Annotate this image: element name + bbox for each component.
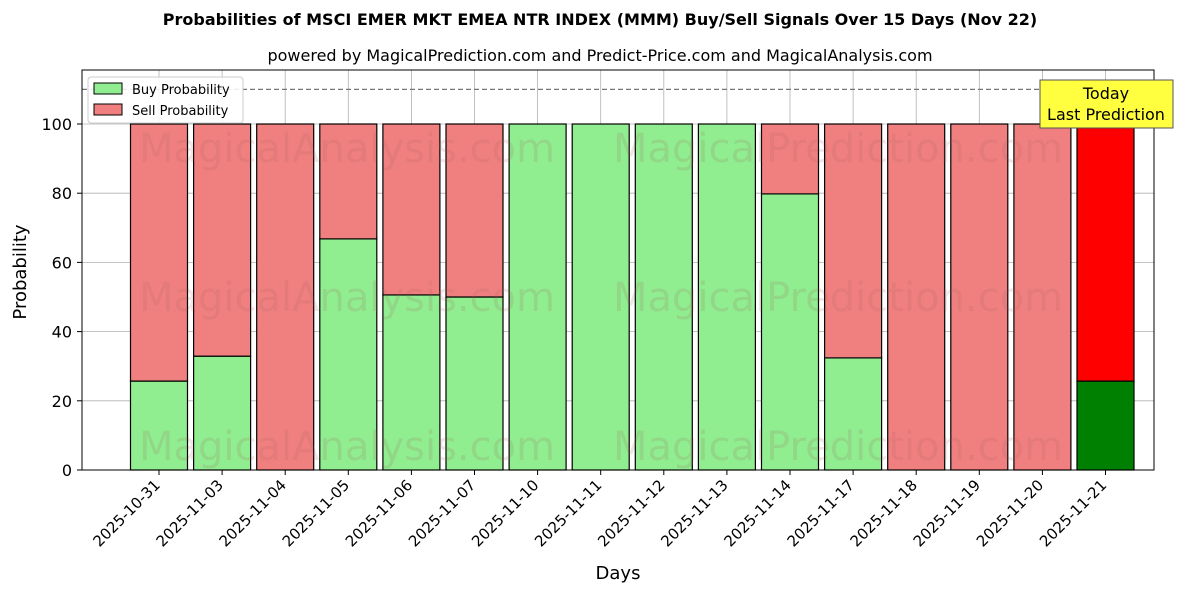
plot-frame: [81, 69, 1155, 471]
bar-sell: [129, 123, 189, 382]
bar-buy: [697, 123, 757, 471]
y-tick-label: 0: [62, 461, 72, 480]
legend-swatch-buy: [93, 82, 123, 95]
watermark: MagicalPrediction.com: [613, 424, 1063, 470]
x-tick-label: 2025-11-10: [468, 476, 542, 550]
x-tick-label: 2025-11-13: [657, 476, 731, 550]
x-tick-label: 2025-11-07: [405, 476, 479, 550]
y-tick-label: 40: [52, 323, 72, 342]
bar-sell: [193, 123, 252, 357]
x-axis-label: Days: [595, 563, 641, 584]
watermark: MagicalAnalysis.com: [139, 424, 555, 470]
bar-sell: [319, 123, 378, 240]
bar-buy: [445, 296, 504, 471]
x-tick-label: 2025-10-31: [89, 476, 163, 550]
y-axis-label-text: Probability: [10, 224, 31, 320]
annotation-line2: Last Prediction: [1047, 105, 1165, 124]
bar-buy: [382, 294, 441, 471]
bar-buy: [823, 357, 883, 471]
watermark: MagicalAnalysis.com: [139, 126, 555, 172]
bar-buy: [634, 123, 693, 471]
bar-sell: [950, 123, 1009, 471]
y-tick-label: 60: [52, 253, 72, 272]
legend-label-buy: Buy Probability: [132, 83, 230, 98]
bar-sell: [823, 123, 883, 359]
bar-buy: [1076, 380, 1135, 471]
y-tick-label: 80: [52, 184, 72, 203]
bar-sell: [382, 123, 441, 296]
watermark: MagicalAnalysis.com: [139, 275, 555, 321]
x-tick-label: 2025-11-21: [1036, 476, 1110, 550]
x-tick-label: 2025-11-04: [216, 476, 290, 550]
legend-label-sell: Sell Probability: [132, 104, 229, 119]
legend-box: [87, 76, 244, 124]
annotation-line1: Today: [1082, 84, 1129, 103]
bar-sell: [1013, 123, 1072, 471]
x-tick-label: 2025-11-05: [279, 476, 353, 550]
bar-buy: [508, 123, 567, 471]
watermark: MagicalPrediction.com: [613, 126, 1063, 172]
legend-swatch-sell: [93, 103, 123, 116]
y-tick-label: 20: [52, 392, 72, 411]
x-tick-label: 2025-11-11: [531, 476, 605, 550]
bar-sell: [760, 123, 820, 195]
bar-sell: [256, 123, 315, 471]
x-tick-label: 2025-11-14: [720, 476, 794, 550]
bar-sell: [445, 123, 504, 298]
bar-buy: [129, 380, 189, 471]
y-tick-label: 100: [41, 115, 72, 134]
x-tick-label: 2025-11-18: [847, 476, 921, 550]
x-tick-label: 2025-11-17: [784, 476, 858, 550]
bar-buy: [319, 238, 378, 471]
x-tick-label: 2025-11-19: [910, 476, 984, 550]
x-tick-label: 2025-11-12: [594, 476, 668, 550]
chart-subtitle: powered by MagicalPrediction.com and Pre…: [267, 46, 933, 65]
bar-buy: [760, 193, 820, 471]
bar-buy: [571, 123, 630, 471]
x-tick-label: 2025-11-03: [153, 476, 227, 550]
bar-sell: [1076, 123, 1135, 382]
x-tick-label: 2025-11-06: [342, 476, 416, 550]
bar-sell: [887, 123, 946, 471]
watermark: MagicalPrediction.com: [613, 275, 1063, 321]
y-axis-label: Probability: [10, 177, 31, 319]
chart-title: Probabilities of MSCI EMER MKT EMEA NTR …: [162, 10, 1038, 29]
x-tick-label: 2025-11-20: [973, 476, 1047, 550]
annotation-box: [1039, 79, 1174, 129]
bar-buy: [193, 355, 252, 471]
